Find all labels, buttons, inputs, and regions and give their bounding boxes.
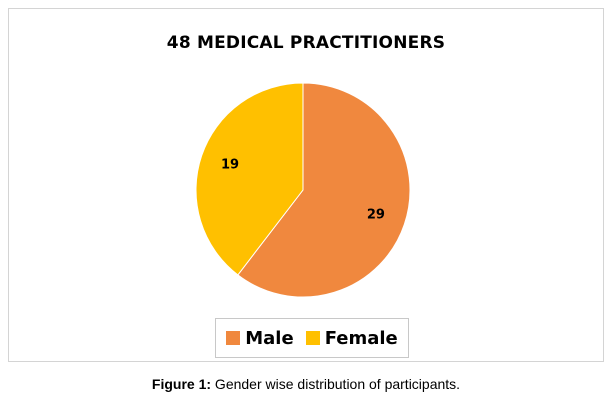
legend: Male Female (215, 318, 409, 358)
legend-entry-female: Female (305, 327, 398, 349)
pie-chart: 29 19 (195, 82, 411, 298)
legend-swatch-female (305, 331, 320, 345)
figure-caption: Figure 1: Gender wise distribution of pa… (0, 376, 612, 392)
pie-slice-female (195, 82, 304, 276)
pie-data-labels: 29 19 (221, 158, 385, 223)
data-label-female: 19 (221, 158, 239, 173)
chart-area: 48 MEDICAL PRACTITIONERS 29 19 Male Femal… (8, 8, 604, 362)
legend-entry-male: Male (226, 327, 294, 349)
pie-slices (195, 82, 411, 298)
chart-title: 48 MEDICAL PRACTITIONERS (166, 33, 446, 53)
legend-swatch-male (226, 331, 241, 345)
legend-label-female: Female (324, 327, 398, 349)
caption-label: Figure 1: (151, 376, 212, 392)
pie-slice-male (237, 82, 411, 298)
caption-text: Gender wise distribution of participants… (211, 376, 461, 392)
data-label-male: 29 (367, 207, 385, 222)
legend-label-male: Male (245, 327, 294, 349)
